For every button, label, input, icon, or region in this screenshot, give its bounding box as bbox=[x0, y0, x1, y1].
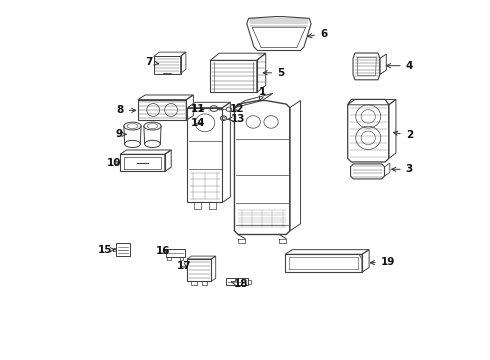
Text: 4: 4 bbox=[387, 61, 413, 71]
Text: 15: 15 bbox=[98, 245, 115, 255]
Text: 8: 8 bbox=[116, 105, 136, 115]
Text: 12: 12 bbox=[230, 104, 245, 113]
Text: 11: 11 bbox=[191, 104, 205, 113]
Text: 1: 1 bbox=[259, 87, 267, 100]
Text: 18: 18 bbox=[231, 279, 249, 289]
Text: 7: 7 bbox=[146, 57, 159, 67]
Text: 5: 5 bbox=[263, 68, 284, 78]
Text: 10: 10 bbox=[107, 158, 121, 168]
Text: 17: 17 bbox=[177, 261, 192, 271]
Text: 14: 14 bbox=[191, 118, 206, 128]
Text: 6: 6 bbox=[308, 28, 327, 39]
Text: 2: 2 bbox=[393, 130, 413, 140]
Text: 19: 19 bbox=[370, 257, 395, 267]
Text: 3: 3 bbox=[392, 164, 413, 174]
Text: 9: 9 bbox=[115, 129, 126, 139]
Text: 13: 13 bbox=[228, 113, 245, 123]
Text: 16: 16 bbox=[156, 247, 171, 256]
